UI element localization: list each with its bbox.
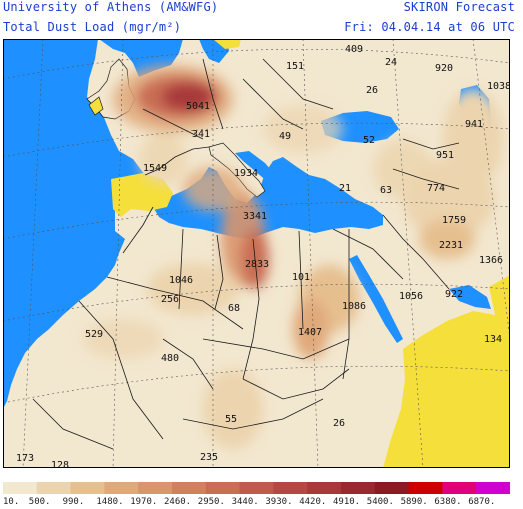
graticule [3,39,510,468]
map-value: 1086 [342,301,366,312]
map-value: 409 [345,44,363,55]
map-value: 101 [292,272,310,283]
map-value: 1038 [487,81,510,92]
map-value: 256 [161,294,179,305]
map-value: 1549 [143,163,167,174]
map-value: 52 [363,135,375,146]
map-value: 1366 [479,255,503,266]
legend-swatch [138,482,173,494]
legend-swatch [36,482,72,494]
legend-swatch [307,482,342,494]
map-value: 2833 [245,259,269,270]
map-value: 922 [445,289,463,300]
map-value: 920 [435,63,453,74]
map-value: 235 [200,452,218,463]
legend-label: 1970. [130,497,158,507]
legend-label: 6870. [468,497,496,507]
map-value: 480 [161,353,179,364]
red-sea [349,255,403,343]
legend-swatch [341,482,376,494]
map-value: 529 [85,329,103,340]
map-value: 55 [225,414,237,425]
legend-swatch [104,482,139,494]
color-legend [3,482,510,494]
map-value: 1056 [399,291,423,302]
no-dust-arabia [383,311,510,468]
model-title: SKIRON Forecast [403,0,515,14]
map-value: 134 [484,334,502,345]
map-value: 68 [228,303,240,314]
map-value: 341 [192,129,210,140]
map-value: 173 [16,453,34,464]
legend-swatch [172,482,207,494]
legend-label: 3930. [265,497,293,507]
map-value: 24 [385,57,397,68]
legend-swatch [239,482,274,494]
legend-swatch [476,482,510,494]
legend-label: 1480. [96,497,124,507]
legend-label: 4910. [333,497,361,507]
map-value: 2231 [439,240,463,251]
map-value: 63 [380,185,392,196]
atlantic-ocean [3,39,145,409]
legend-label: 5400. [366,497,394,507]
legend-label: 2950. [197,497,225,507]
legend-label: 500. [28,497,51,507]
source-title: University of Athens (AM&WFG) [3,0,219,14]
map-value: 1934 [234,168,258,179]
no-dust-arabia-coast [489,275,510,329]
map-value: 1759 [442,215,466,226]
legend-label: 10. [3,497,20,507]
map-value: 128 [51,460,69,468]
legend-label: 5890. [400,497,428,507]
no-dust-north [213,39,241,49]
map-value: 951 [436,150,454,161]
legend-label: 2460. [164,497,192,507]
value-labels: 409 24 920 1038 151 26 5041 941 341 49 5… [16,44,510,468]
legend-swatch [374,482,410,494]
legend-swatch [3,482,38,494]
country-borders [32,58,460,450]
legend-label: 990. [62,497,85,507]
legend-swatch [408,482,443,494]
map-value: 3341 [243,211,267,222]
map-value: 5041 [186,101,210,112]
map-value: 1046 [169,275,193,286]
map-value: 774 [427,183,445,194]
variable-title: Total Dust Load (mgr/m²) [3,20,182,34]
legend-swatch [273,482,308,494]
legend-label: 6380. [434,497,462,507]
legend-label: 3440. [231,497,259,507]
map-value: 1407 [298,327,322,338]
map-value: 21 [339,183,351,194]
map-frame [3,39,510,468]
legend-label: 4420. [299,497,327,507]
map-value: 49 [279,131,291,142]
map-value: 26 [333,418,345,429]
map-value: 26 [366,85,378,96]
legend-swatch [70,482,105,494]
dust-load-map: 409 24 920 1038 151 26 5041 941 341 49 5… [3,39,510,468]
legend-swatch [205,482,241,494]
map-value: 941 [465,119,483,130]
valid-time: Fri: 04.04.14 at 06 UTC [344,20,515,34]
dust-plume [83,65,503,449]
map-value: 151 [286,61,304,72]
legend-swatch [442,482,477,494]
